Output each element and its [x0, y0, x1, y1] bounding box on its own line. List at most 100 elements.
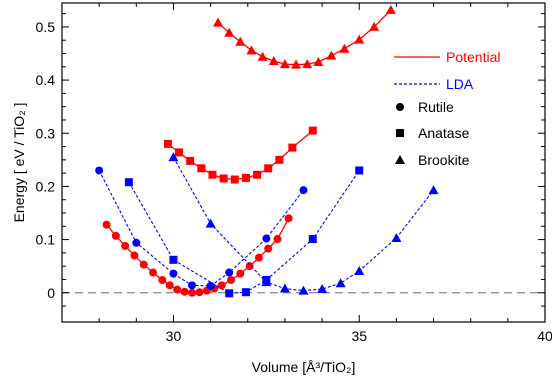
- plot-area: [62, 4, 545, 298]
- data-point-potential-rutile: [227, 275, 236, 284]
- data-point-potential-brookite: [246, 45, 257, 55]
- data-point-potential-anatase: [288, 143, 297, 152]
- series-line-potential-anatase: [167, 130, 314, 181]
- series-lda-rutile: [95, 166, 308, 290]
- data-point-lda-rutile: [188, 281, 197, 290]
- plot-frame: [61, 2, 546, 323]
- legend-marker-anatase: [396, 129, 404, 137]
- data-point-potential-rutile: [236, 269, 245, 278]
- data-point-lda-rutile: [225, 268, 234, 277]
- data-point-potential-anatase: [219, 174, 228, 183]
- legend-marker-rutile: [396, 103, 404, 111]
- data-point-potential-rutile: [149, 268, 158, 277]
- data-point-lda-rutile: [169, 269, 178, 278]
- data-point-lda-anatase: [241, 288, 250, 297]
- data-point-potential-rutile: [130, 251, 139, 260]
- data-point-potential-anatase: [163, 139, 172, 148]
- data-point-lda-brookite: [391, 232, 402, 242]
- data-point-potential-rutile: [173, 285, 182, 294]
- data-point-potential-rutile: [195, 288, 204, 297]
- data-point-potential-brookite: [326, 50, 337, 60]
- data-point-potential-anatase: [253, 170, 262, 179]
- data-point-potential-brookite: [369, 21, 380, 31]
- y-tick-label: 0.4: [36, 72, 56, 88]
- data-point-potential-rutile: [165, 281, 174, 290]
- data-point-potential-rutile: [111, 231, 120, 240]
- data-point-potential-rutile: [264, 244, 273, 253]
- data-point-potential-rutile: [180, 287, 189, 296]
- y-tick-label: 0.1: [36, 232, 56, 248]
- data-point-potential-anatase: [208, 170, 217, 179]
- data-point-lda-rutile: [95, 166, 104, 175]
- data-point-lda-brookite: [168, 152, 179, 162]
- series-line-lda-rutile: [98, 170, 304, 287]
- data-point-lda-brookite: [317, 284, 328, 294]
- data-point-lda-anatase: [124, 178, 133, 187]
- series-lda-brookite: [168, 152, 439, 295]
- x-axis-title: Volume [Å³/TiO₂]: [252, 359, 356, 375]
- data-point-potential-brookite: [257, 51, 268, 61]
- data-point-potential-brookite: [302, 59, 313, 69]
- data-point-potential-brookite: [339, 43, 350, 53]
- y-tick-label: 0: [47, 285, 55, 301]
- y-tick-label: 0.2: [36, 178, 56, 194]
- series-potential-anatase: [163, 126, 317, 184]
- data-point-potential-anatase: [186, 156, 195, 165]
- data-point-potential-anatase: [197, 164, 206, 173]
- y-axis-title: Energy [ eV / TiO₂ ]: [11, 103, 27, 223]
- series-line-lda-brookite: [172, 156, 434, 292]
- legend-label-rutile: Rutile: [418, 99, 454, 115]
- data-point-lda-rutile: [132, 238, 141, 247]
- data-point-potential-anatase: [264, 164, 273, 173]
- axes-layer: 30 35 40 0 0.1 0.2 0.3 0.4 0.5 Volume [Å³/TiO₂] En…: [11, 2, 552, 375]
- y-tick-label: 0.5: [36, 19, 56, 35]
- data-layer: [62, 4, 545, 298]
- data-point-potential-rutile: [188, 288, 197, 297]
- data-point-potential-anatase: [308, 126, 317, 135]
- data-point-potential-rutile: [254, 253, 263, 262]
- data-point-potential-brookite: [213, 17, 224, 27]
- data-point-potential-anatase: [241, 173, 250, 182]
- data-point-potential-brookite: [291, 59, 302, 69]
- data-point-potential-brookite: [354, 34, 365, 44]
- y-tick-label: 0.3: [36, 125, 56, 141]
- data-point-potential-brookite: [279, 59, 290, 69]
- data-point-lda-brookite: [428, 185, 439, 195]
- legend-label-anatase: Anatase: [418, 125, 470, 141]
- data-point-lda-rutile: [206, 281, 215, 290]
- data-point-potential-brookite: [385, 4, 396, 14]
- x-tick-label: 35: [351, 328, 367, 344]
- data-point-potential-brookite: [268, 55, 279, 65]
- data-point-lda-brookite: [298, 285, 309, 295]
- data-point-potential-rutile: [245, 262, 254, 271]
- data-point-potential-rutile: [284, 214, 293, 223]
- data-point-potential-anatase: [275, 155, 284, 164]
- data-point-lda-brookite: [261, 277, 272, 287]
- data-point-lda-anatase: [225, 289, 234, 298]
- legend-marker-brookite: [395, 155, 405, 164]
- series-potential-rutile: [102, 214, 293, 297]
- data-point-potential-rutile: [121, 241, 130, 250]
- data-point-potential-rutile: [273, 235, 282, 244]
- legend-label-potential: Potential: [446, 49, 500, 65]
- data-point-potential-anatase: [230, 175, 239, 184]
- legend: Potential LDA Rutile Anatase Brookite: [394, 49, 500, 168]
- legend-label-lda: LDA: [446, 76, 474, 92]
- data-point-lda-anatase: [169, 255, 178, 264]
- legend-label-brookite: Brookite: [418, 152, 470, 168]
- data-point-potential-brookite: [313, 57, 324, 67]
- x-tick-label: 40: [537, 328, 552, 344]
- data-point-lda-brookite: [335, 278, 346, 288]
- data-point-potential-anatase: [175, 148, 184, 157]
- series-line-potential-brookite: [217, 9, 392, 66]
- data-point-potential-rutile: [102, 220, 111, 229]
- data-point-potential-brookite: [235, 36, 246, 46]
- data-point-lda-brookite: [205, 218, 216, 228]
- data-point-lda-brookite: [354, 265, 365, 275]
- data-point-potential-rutile: [217, 281, 226, 290]
- data-point-potential-rutile: [139, 260, 148, 269]
- data-point-potential-rutile: [158, 275, 167, 284]
- data-point-lda-anatase: [355, 166, 364, 175]
- series-potential-brookite: [213, 4, 396, 69]
